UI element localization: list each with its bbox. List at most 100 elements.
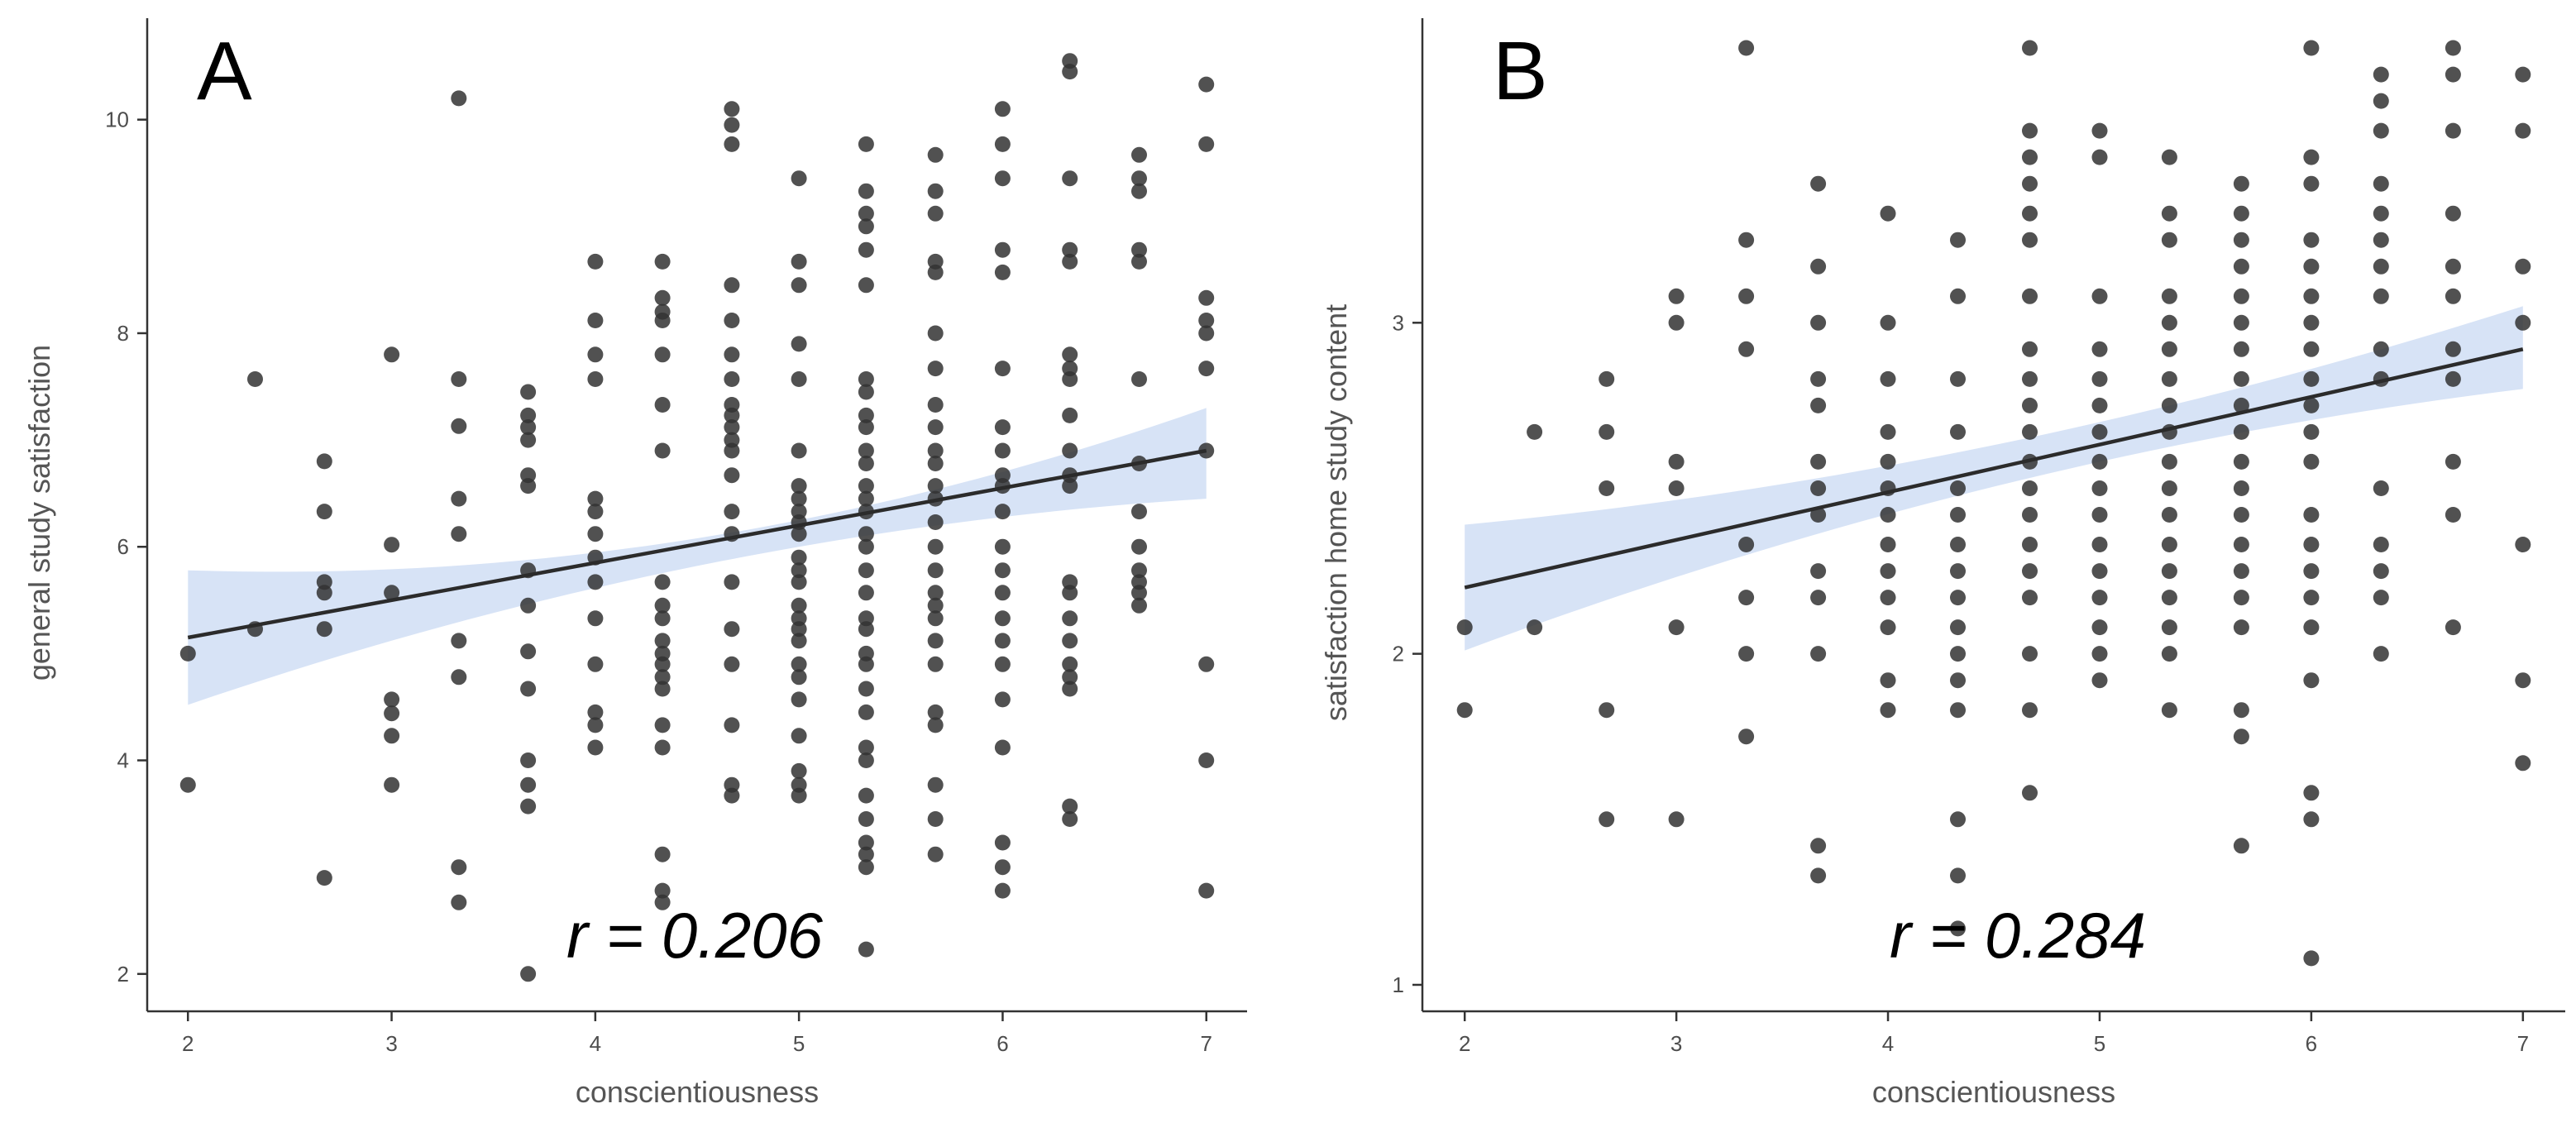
data-point [1062,253,1078,270]
data-point [1062,170,1078,187]
data-point [1810,838,1827,854]
data-point [1131,585,1147,601]
data-point [1131,562,1147,579]
data-point [927,633,944,649]
data-point [2445,288,2461,304]
data-point [2161,149,2177,165]
data-point [791,253,807,270]
data-point [2373,175,2389,192]
data-point [587,574,604,590]
data-point [451,669,467,686]
data-point [654,574,671,590]
data-point [1198,136,1215,152]
data-point [2161,314,2177,331]
data-point [2022,423,2038,440]
data-point [791,490,807,507]
correlation-label: r = 0.206 [566,899,824,972]
x-tick-label: 2 [182,1031,194,1056]
data-point [1062,442,1078,459]
data-point [2091,423,2108,440]
data-point [858,846,874,862]
panel-letter: B [1493,25,1548,117]
data-point [1880,537,1896,552]
data-point [2445,370,2461,387]
data-point [927,325,944,342]
data-point [1131,538,1147,555]
data-point [994,739,1011,756]
data-point [520,419,537,436]
data-point [2515,537,2531,552]
data-point [994,101,1011,117]
data-point [927,205,944,222]
panel-letter: A [197,25,252,117]
data-point [1062,64,1078,80]
data-point [791,336,807,352]
data-point [858,218,874,235]
data-point [1810,314,1827,331]
x-axis-title: conscientiousness [576,1075,819,1109]
data-point [2022,288,2038,304]
data-point [1880,507,1896,523]
data-point [858,739,874,756]
data-point [858,526,874,542]
data-point [724,313,740,328]
data-point [858,478,874,494]
data-point [994,264,1011,280]
data-point [2161,702,2177,719]
data-point [2303,563,2320,580]
data-point [858,419,874,436]
data-point [520,478,537,494]
data-point [2022,232,2038,248]
data-point [2303,507,2320,523]
data-point [2445,66,2461,83]
data-point [2303,811,2320,828]
data-point [1062,346,1078,363]
data-point [654,313,671,328]
data-point [2022,785,2038,801]
data-point [2303,314,2320,331]
data-point [2373,288,2389,304]
data-point [791,562,807,579]
data-point [1198,752,1215,768]
data-point [2373,537,2389,552]
data-point [2091,397,2108,413]
data-point [994,691,1011,708]
data-point [1738,729,1755,745]
data-point [2022,646,2038,662]
data-point [2022,397,2038,413]
data-point [994,633,1011,649]
data-point [2022,702,2038,719]
x-tick-label: 7 [1201,1031,1212,1056]
data-point [994,170,1011,187]
data-point [724,117,740,133]
data-point [927,253,944,270]
data-point [927,397,944,413]
data-point [2161,480,2177,496]
data-point [654,739,671,756]
data-point [2445,619,2461,636]
data-point [724,101,740,117]
data-point [2233,729,2249,745]
data-point [587,313,604,328]
data-point [791,478,807,494]
data-point [2233,341,2249,357]
data-point [2373,341,2389,357]
data-point [2233,563,2249,580]
data-point [2022,175,2038,192]
data-point [179,645,196,662]
data-point [791,442,807,459]
data-point [1668,288,1685,304]
data-point [994,504,1011,520]
data-point [2022,507,2038,523]
data-point [2022,341,2038,357]
data-point [2091,507,2108,523]
data-point [1062,798,1078,815]
data-point [2303,370,2320,387]
data-point [2091,370,2108,387]
data-point [927,776,944,793]
data-point [2091,619,2108,636]
data-point [654,289,671,306]
data-point [2233,397,2249,413]
data-point [724,467,740,484]
x-tick-label: 2 [1459,1031,1470,1056]
